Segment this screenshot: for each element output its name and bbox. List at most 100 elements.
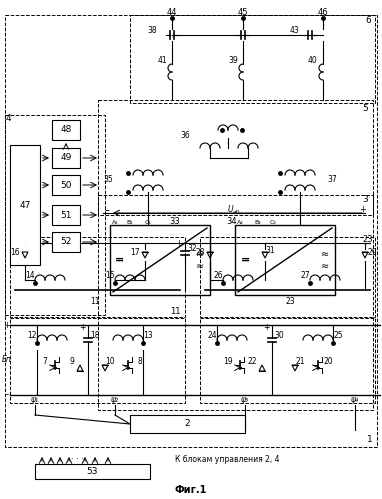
- Text: A₁: A₁: [112, 221, 118, 226]
- Bar: [110, 225, 210, 295]
- Text: 53: 53: [86, 467, 98, 476]
- Bar: [52, 120, 80, 140]
- Text: U: U: [227, 206, 233, 215]
- Text: ·: ·: [24, 241, 26, 245]
- Text: =: =: [240, 255, 249, 265]
- Bar: [10, 237, 185, 317]
- Text: 32: 32: [187, 244, 197, 252]
- Text: 12: 12: [27, 331, 37, 340]
- Text: 13: 13: [143, 331, 153, 340]
- Text: 15: 15: [105, 270, 115, 279]
- Text: 40: 40: [308, 55, 318, 64]
- Text: 18: 18: [90, 330, 100, 339]
- Text: 37: 37: [327, 176, 337, 185]
- Text: 47: 47: [19, 201, 31, 210]
- Text: B₁: B₁: [126, 221, 133, 226]
- Text: +: +: [79, 323, 85, 332]
- Text: К блокам управления 2, 4: К блокам управления 2, 4: [175, 455, 280, 464]
- Text: d0: d0: [233, 211, 240, 216]
- Text: +: +: [3, 320, 10, 329]
- Bar: [98, 195, 373, 410]
- Text: 28: 28: [195, 248, 205, 256]
- Text: –: –: [105, 205, 109, 215]
- Text: 43: 43: [290, 25, 300, 34]
- Bar: [98, 100, 373, 215]
- Text: 39: 39: [228, 55, 238, 64]
- Text: 33: 33: [170, 218, 180, 227]
- Text: · · ·: · · ·: [71, 455, 84, 464]
- Bar: [10, 145, 40, 265]
- Text: 49: 49: [60, 154, 72, 163]
- Text: 34: 34: [227, 218, 237, 227]
- Bar: [52, 148, 80, 168]
- Text: 8: 8: [138, 357, 142, 366]
- Text: Фиг.1: Фиг.1: [175, 485, 207, 495]
- Text: 41: 41: [157, 55, 167, 64]
- Bar: [52, 232, 80, 252]
- Bar: [52, 205, 80, 225]
- Text: +: +: [263, 323, 269, 332]
- Bar: [235, 225, 335, 295]
- Text: –: –: [5, 391, 9, 400]
- Text: 3: 3: [362, 196, 368, 205]
- Text: 23: 23: [285, 297, 295, 306]
- Text: +: +: [176, 239, 183, 248]
- Text: ψ₄: ψ₄: [351, 396, 359, 405]
- Bar: [10, 318, 185, 403]
- Text: 27: 27: [300, 270, 310, 279]
- Text: 48: 48: [60, 126, 72, 135]
- Text: ≈
≈: ≈ ≈: [321, 249, 329, 271]
- Text: 23: 23: [363, 236, 373, 245]
- Text: 20: 20: [323, 357, 333, 366]
- Text: =: =: [115, 255, 125, 265]
- Text: 30: 30: [274, 330, 284, 339]
- Bar: [130, 415, 245, 433]
- Text: 50: 50: [60, 181, 72, 190]
- Text: 24: 24: [207, 331, 217, 340]
- Text: 11: 11: [90, 297, 100, 306]
- Text: 9: 9: [70, 357, 74, 366]
- Text: 26: 26: [213, 270, 223, 279]
- Text: ψ₂: ψ₂: [111, 396, 119, 405]
- Text: 19: 19: [223, 357, 233, 366]
- Bar: [52, 175, 80, 195]
- Bar: [35, 464, 150, 479]
- Text: 51: 51: [60, 211, 72, 220]
- Text: 16: 16: [10, 248, 20, 256]
- Bar: [5, 15, 377, 447]
- Text: Eп: Eп: [2, 355, 12, 364]
- Bar: [200, 237, 375, 317]
- Text: 1: 1: [367, 436, 373, 445]
- Text: C₁: C₁: [144, 221, 151, 226]
- Text: 17: 17: [130, 248, 140, 256]
- Text: 10: 10: [105, 357, 115, 366]
- Bar: [200, 318, 375, 403]
- Text: C₂: C₂: [270, 221, 277, 226]
- Text: ≈
≈: ≈ ≈: [196, 249, 204, 271]
- Text: 6: 6: [365, 15, 371, 24]
- Text: 31: 31: [265, 246, 275, 254]
- Text: 7: 7: [42, 357, 47, 366]
- Text: 46: 46: [318, 7, 328, 16]
- Text: 45: 45: [238, 7, 248, 16]
- Text: 22: 22: [247, 357, 257, 366]
- Bar: [130, 15, 375, 103]
- Text: 14: 14: [25, 270, 35, 279]
- Text: ψ₃: ψ₃: [241, 396, 249, 405]
- Text: 2: 2: [184, 420, 190, 429]
- Text: A₂: A₂: [236, 221, 243, 226]
- Bar: [5, 115, 105, 315]
- Text: 11: 11: [170, 307, 180, 316]
- Text: 35: 35: [103, 176, 113, 185]
- Text: ψ₁: ψ₁: [31, 396, 39, 405]
- Text: 44: 44: [167, 7, 177, 16]
- Text: 29: 29: [367, 248, 377, 256]
- Text: 52: 52: [60, 238, 72, 247]
- Text: 36: 36: [180, 131, 190, 140]
- Text: 25: 25: [333, 331, 343, 340]
- Text: +: +: [359, 206, 366, 215]
- Text: 38: 38: [147, 25, 157, 34]
- Text: 5: 5: [362, 103, 368, 112]
- Text: 21: 21: [295, 357, 305, 366]
- Text: 4: 4: [5, 113, 11, 122]
